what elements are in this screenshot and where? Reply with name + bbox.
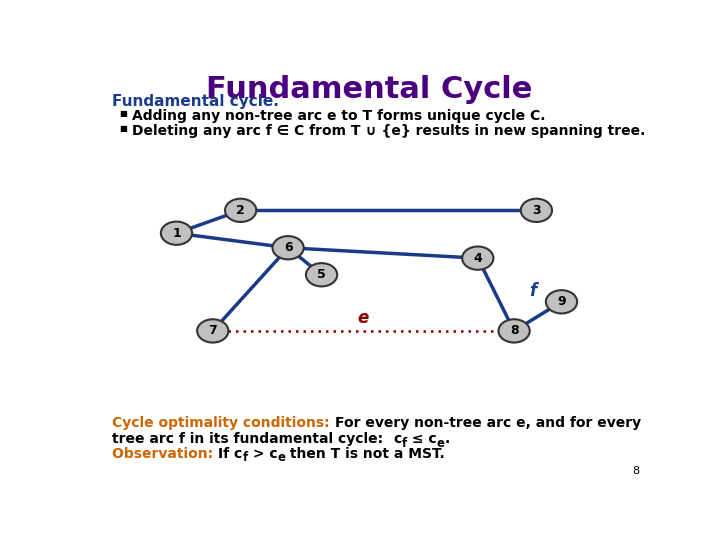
Text: e: e [436,436,444,449]
Text: .: . [444,431,449,446]
Text: > c: > c [248,447,277,461]
Text: f: f [243,451,248,464]
Text: c: c [393,431,402,446]
Text: ■: ■ [119,109,127,118]
Text: ≤ c: ≤ c [407,431,436,446]
Text: Fundamental cycle.: Fundamental cycle. [112,94,279,109]
Text: Deleting any arc f ∈ C from T ∪ {e} results in new spanning tree.: Deleting any arc f ∈ C from T ∪ {e} resu… [132,124,645,138]
Text: Fundamental Cycle: Fundamental Cycle [206,75,532,104]
Text: e: e [358,309,369,327]
Circle shape [462,246,493,270]
Text: For every non-tree arc e, and for every: For every non-tree arc e, and for every [335,416,641,430]
Text: 6: 6 [284,241,292,254]
Text: If c: If c [218,447,243,461]
Text: 5: 5 [318,268,326,281]
Circle shape [498,319,530,342]
Circle shape [521,199,552,222]
Text: 3: 3 [532,204,541,217]
Text: 8: 8 [510,325,518,338]
Text: e: e [277,451,285,464]
Text: Observation:: Observation: [112,447,218,461]
Text: 8: 8 [632,465,639,476]
Text: 2: 2 [236,204,245,217]
Text: ■: ■ [119,124,127,133]
Circle shape [306,263,337,286]
Text: 4: 4 [474,252,482,265]
Circle shape [161,221,192,245]
Text: 1: 1 [172,227,181,240]
Circle shape [546,290,577,313]
Text: then T is not a MST.: then T is not a MST. [285,447,445,461]
Text: f: f [529,282,536,300]
Text: 9: 9 [557,295,566,308]
Circle shape [197,319,228,342]
Text: Adding any non-tree arc e to T forms unique cycle C.: Adding any non-tree arc e to T forms uni… [132,109,545,123]
Text: tree arc f in its fundamental cycle:: tree arc f in its fundamental cycle: [112,431,393,446]
Text: Cycle optimality conditions:: Cycle optimality conditions: [112,416,335,430]
Text: f: f [402,436,407,449]
Circle shape [272,236,304,259]
Circle shape [225,199,256,222]
Text: 7: 7 [208,325,217,338]
